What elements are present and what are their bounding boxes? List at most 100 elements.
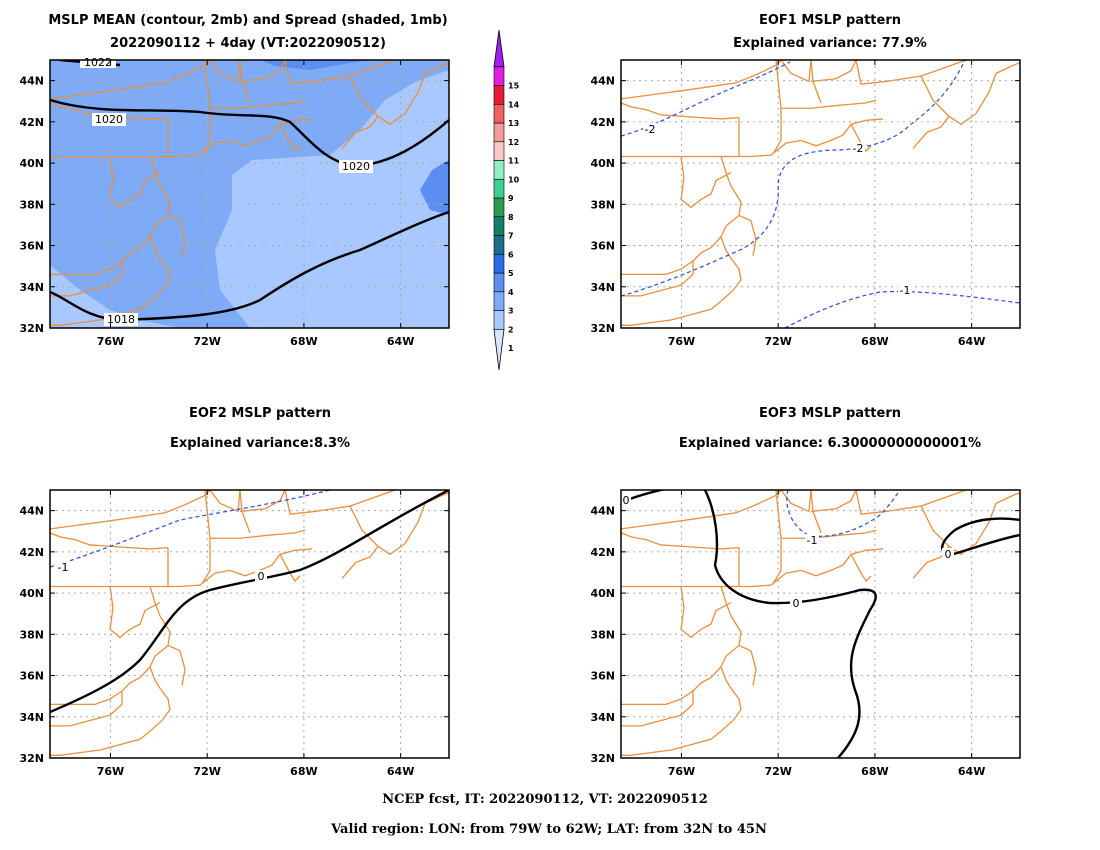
panel-eof3: EOF3 MSLP pattern Explained variance: 6.… bbox=[590, 406, 1021, 778]
shade-level-2-sw bbox=[50, 265, 180, 328]
coastline-segment-15 bbox=[855, 490, 967, 515]
lat-tick-label: 34N bbox=[590, 281, 615, 294]
shade-level-2 bbox=[215, 60, 449, 328]
panel-mslp-mean: MSLP MEAN (contour, 2mb) and Spread (sha… bbox=[19, 13, 450, 348]
lon-tick-label: 68W bbox=[290, 335, 317, 348]
contour-label-zero-center: 0 bbox=[793, 597, 800, 610]
coastline-segment-7 bbox=[680, 156, 732, 209]
coastline-segment-18 bbox=[424, 62, 449, 74]
coastline-segment-20 bbox=[810, 60, 822, 104]
lat-tick-label: 40N bbox=[590, 157, 615, 170]
colorbar-segment bbox=[493, 141, 505, 161]
colorbar-tick-label: 8 bbox=[508, 213, 514, 222]
lat-tick-label: 36N bbox=[19, 670, 44, 683]
contour-label-neg1: -1 bbox=[58, 561, 69, 574]
lon-tick-label: 76W bbox=[97, 335, 124, 348]
label-bg bbox=[898, 284, 912, 296]
panel4-background bbox=[621, 490, 1020, 758]
label-bg bbox=[80, 56, 116, 68]
panel4-title: EOF3 MSLP pattern bbox=[759, 406, 901, 421]
label-bg bbox=[92, 113, 126, 126]
contour-1020 bbox=[50, 98, 449, 168]
lon-tick-label: 64W bbox=[387, 335, 414, 348]
coastline-segment-5 bbox=[810, 60, 857, 83]
label-bg bbox=[339, 160, 373, 173]
coastline-segment-0 bbox=[621, 490, 782, 530]
lat-tick-label: 34N bbox=[590, 711, 615, 724]
panel-eof1: EOF1 MSLP pattern Explained variance: 77… bbox=[590, 13, 1021, 348]
contour-label-zero-east: 0 bbox=[945, 548, 952, 561]
panel1-subtitle: 2022090112 + 4day (VT:2022090512) bbox=[110, 36, 386, 51]
coastline-segment-4 bbox=[780, 60, 812, 83]
lat-tick-label: 32N bbox=[19, 752, 44, 765]
panel3-background bbox=[50, 490, 449, 758]
coastline-segment-6 bbox=[692, 586, 742, 705]
coastline-segment-2 bbox=[50, 584, 201, 588]
axis-ticks: 44N 42N 40N 38N 36N 34N 32N 76W 72W 68W 64W bbox=[19, 60, 449, 348]
colorbar-tick-label: 13 bbox=[508, 119, 519, 128]
coastline-segment-11 bbox=[621, 690, 694, 706]
lon-tick-label: 76W bbox=[668, 335, 695, 348]
contour-neg1 bbox=[784, 290, 1020, 328]
label-bg bbox=[942, 548, 954, 560]
colorbar-segment bbox=[493, 178, 505, 199]
colorbar-tick-label: 14 bbox=[508, 100, 520, 109]
lat-tick-label: 44N bbox=[19, 75, 44, 88]
lat-tick-label: 42N bbox=[19, 546, 44, 559]
coastline-segment-4 bbox=[780, 490, 812, 513]
lon-tick-label: 64W bbox=[958, 765, 985, 778]
coastline-segment-9 bbox=[50, 273, 123, 297]
colorbar-tick-label: 9 bbox=[508, 194, 514, 203]
lon-tick-label: 68W bbox=[290, 765, 317, 778]
coastline-map bbox=[621, 60, 1020, 326]
coastline-segment-9 bbox=[50, 703, 123, 727]
coastline-segment-8 bbox=[720, 236, 742, 302]
lon-tick-label: 76W bbox=[97, 765, 124, 778]
coastline-segment-2 bbox=[621, 154, 772, 158]
lon-tick-label: 76W bbox=[668, 765, 695, 778]
coastline-map bbox=[621, 490, 1020, 756]
colorbar-segment bbox=[493, 216, 505, 236]
lat-tick-label: 36N bbox=[590, 670, 615, 683]
graticule-grid bbox=[621, 60, 1020, 328]
lat-tick-label: 38N bbox=[590, 628, 615, 641]
coastline-segment-15 bbox=[855, 60, 967, 85]
axis-ticks: 44N 42N 40N 38N 36N 34N 32N 76W 72W 68W 64W bbox=[590, 60, 1020, 348]
panel2-subtitle: Explained variance: 77.9% bbox=[733, 36, 927, 51]
contour-label-neg1: -1 bbox=[807, 534, 818, 547]
colorbar-segment bbox=[493, 197, 505, 218]
contour-label-zero-nw: 0 bbox=[623, 494, 630, 507]
coastline-segment-7 bbox=[109, 156, 161, 209]
coastline-segment-2 bbox=[50, 154, 201, 158]
colorbar-tick-label: 1 bbox=[508, 344, 514, 353]
colorbar-segment bbox=[493, 66, 505, 86]
lon-tick-label: 72W bbox=[193, 335, 220, 348]
coastline-segment-10 bbox=[738, 214, 757, 256]
coastline-segment-6 bbox=[121, 156, 171, 275]
lat-tick-label: 36N bbox=[19, 240, 44, 253]
lon-tick-label: 72W bbox=[764, 335, 791, 348]
footer-line1: NCEP fcst, IT: 2022090112, VT: 202209051… bbox=[382, 792, 708, 807]
colorbar-segment bbox=[493, 85, 505, 105]
panel1-frame bbox=[49, 59, 450, 329]
colorbar-segment bbox=[493, 272, 505, 293]
eof1-contours bbox=[621, 60, 1020, 328]
coastline-segment-8 bbox=[149, 236, 171, 302]
footer-line2: Valid region: LON: from 79W to 62W; LAT:… bbox=[330, 822, 767, 837]
contour-label-1018: 1018 bbox=[107, 313, 135, 326]
contour-1018 bbox=[50, 210, 449, 322]
lon-tick-label: 72W bbox=[764, 765, 791, 778]
lat-tick-label: 44N bbox=[590, 505, 615, 518]
axis-ticks: 44N 42N 40N 38N 36N 34N 32N 76W 72W 68W 64W bbox=[19, 490, 449, 778]
coastline-segment-11 bbox=[50, 260, 123, 276]
graticule-grid bbox=[621, 490, 1020, 758]
spread-shading bbox=[50, 60, 449, 328]
contour-neg2-main bbox=[621, 60, 966, 297]
coastline-segment-12 bbox=[50, 300, 151, 326]
lat-tick-label: 34N bbox=[19, 711, 44, 724]
eof2-contours bbox=[50, 490, 449, 714]
contour-label-zero: 0 bbox=[258, 570, 265, 583]
shade-level-4-north bbox=[260, 60, 370, 70]
coastline-segment-0 bbox=[621, 60, 782, 100]
